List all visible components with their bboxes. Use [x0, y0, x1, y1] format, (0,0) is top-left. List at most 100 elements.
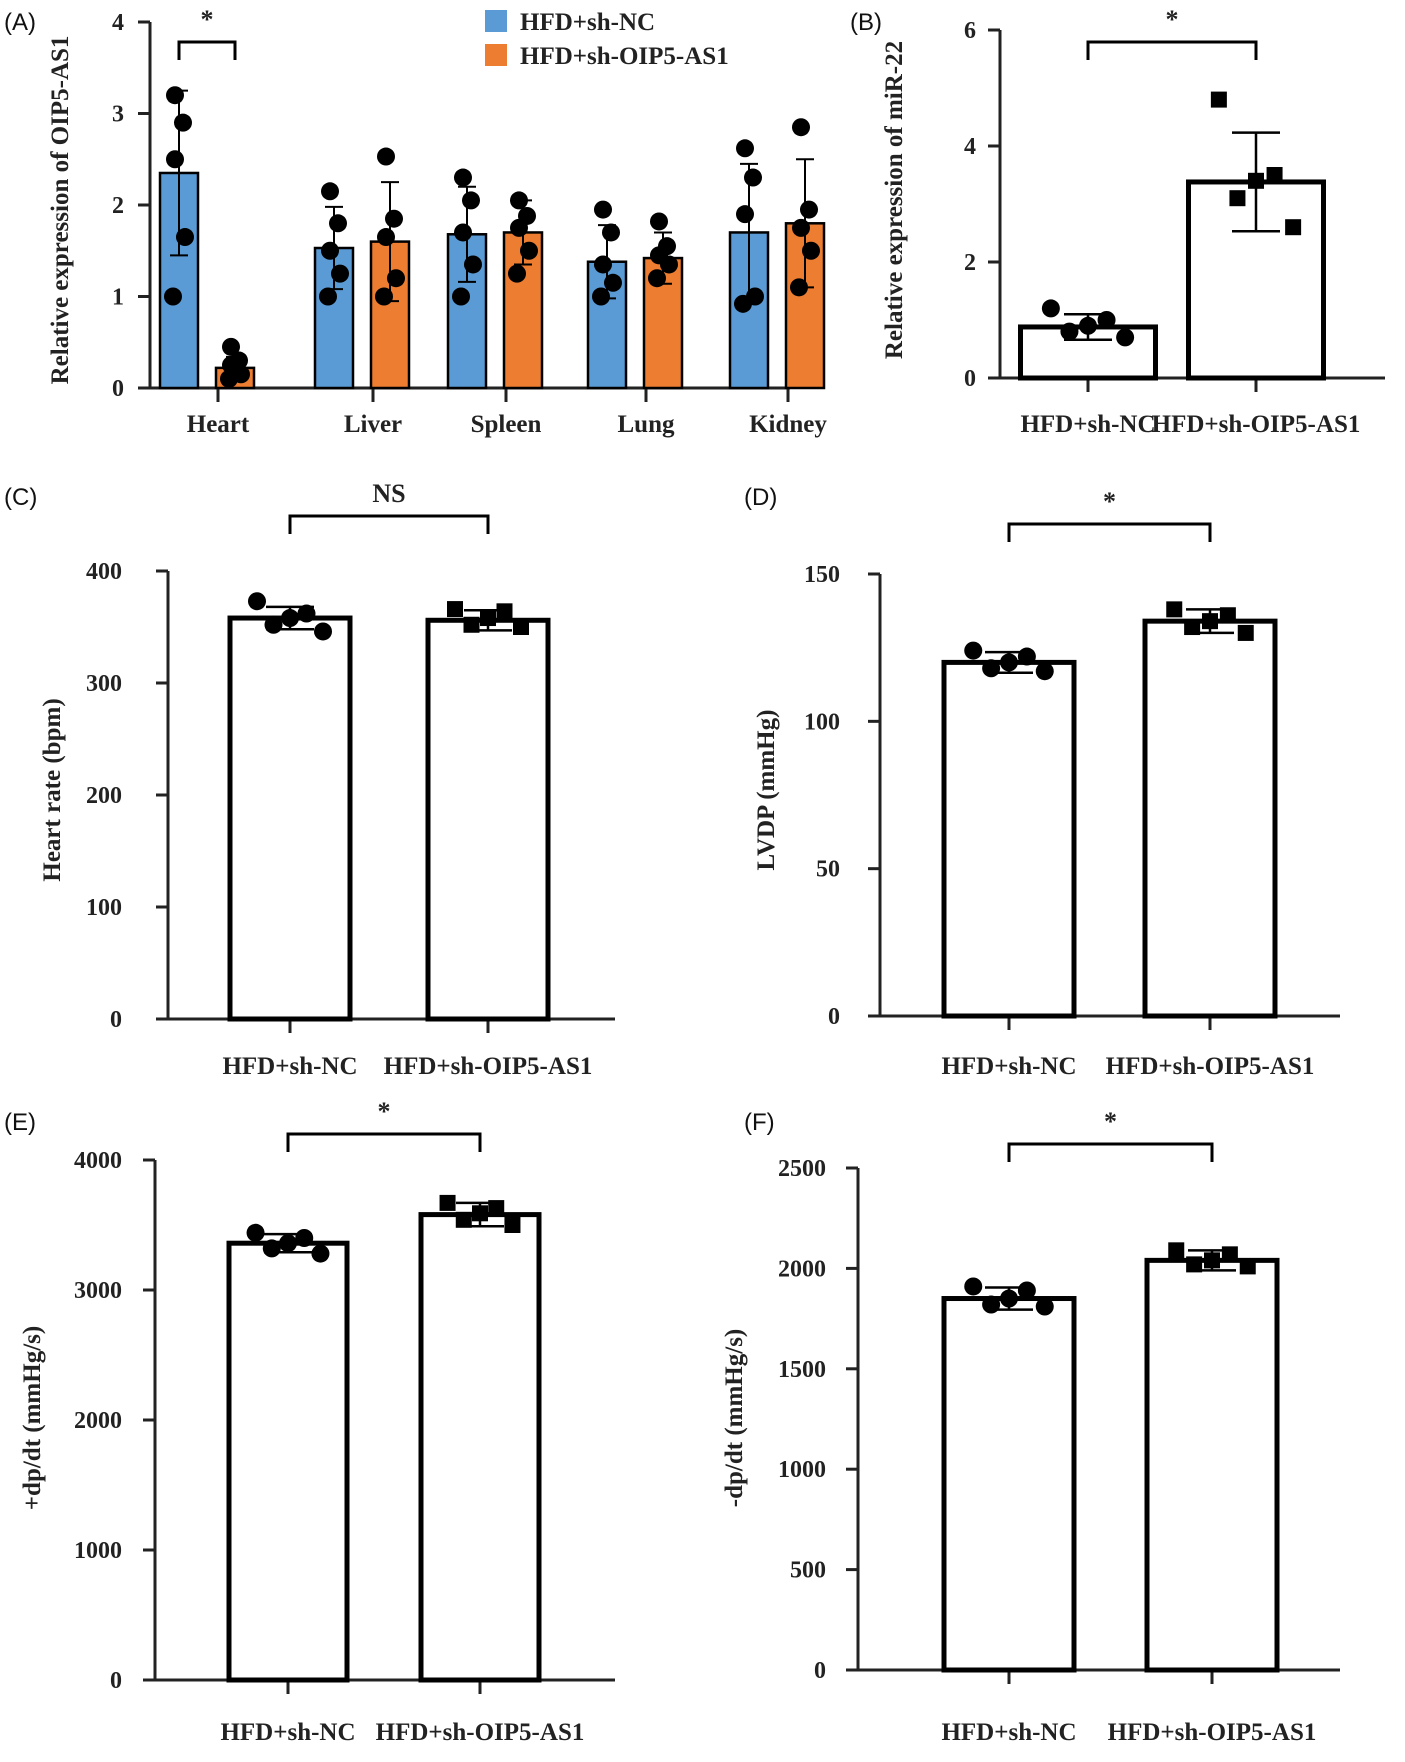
data-point: [246, 1223, 265, 1242]
data-point: [220, 369, 238, 388]
data-point: [792, 118, 810, 137]
panel-label: (D): [744, 484, 777, 511]
panel-3-bars: [941, 601, 1278, 1019]
y-axis-label: Relative expression of OIP5-AS1: [47, 36, 74, 385]
significance-bracket: [288, 514, 490, 534]
significance-label: *: [378, 1097, 391, 1126]
x-tick-label: Heart: [187, 411, 250, 438]
data-point: [1186, 1256, 1203, 1273]
data-point: [454, 223, 472, 242]
data-point: [660, 255, 678, 274]
data-point: [513, 619, 529, 635]
data-point: [1210, 91, 1227, 108]
x-tick-label: Spleen: [471, 411, 542, 438]
significance-label: *: [1166, 5, 1179, 34]
data-point: [592, 287, 610, 306]
data-point: [1168, 1242, 1185, 1259]
data-point: [174, 113, 192, 132]
y-tick-label: 4: [964, 134, 976, 160]
data-point: [1266, 167, 1283, 183]
data-point: [1079, 316, 1097, 335]
y-tick-label: 1000: [74, 1538, 122, 1564]
bar: [502, 231, 544, 390]
y-tick-label: 4000: [74, 1148, 122, 1174]
panel-label: (B): [850, 9, 882, 36]
data-point: [604, 273, 622, 292]
data-point: [1166, 601, 1183, 618]
data-point: [377, 147, 395, 166]
data-point: [279, 1234, 297, 1253]
y-tick-label: 6: [964, 18, 976, 44]
data-point: [281, 609, 299, 628]
data-point: [375, 287, 393, 306]
data-point: [1035, 662, 1054, 681]
significance-bracket: [286, 1132, 482, 1152]
significance-bracket: [1086, 40, 1258, 60]
y-tick-label: 3000: [74, 1278, 122, 1304]
data-point: [800, 200, 818, 219]
data-point: [982, 1295, 1001, 1314]
data-point: [447, 601, 463, 618]
y-tick-label: 300: [86, 671, 122, 697]
y-axis-label: +dp/dt (mmHg/s): [19, 1326, 46, 1510]
x-tick-label: Liver: [344, 411, 402, 438]
y-axis-label: Relative expression of miR-22: [881, 41, 908, 359]
panel-1-bars: [1018, 91, 1326, 381]
data-point: [1097, 311, 1116, 329]
data-point: [321, 182, 339, 201]
data-point: [1041, 299, 1060, 318]
data-point: [594, 200, 612, 219]
data-point: [1035, 1297, 1054, 1316]
y-tick-label: 1000: [778, 1457, 826, 1483]
significance-bracket: [1007, 1142, 1214, 1162]
data-point: [1248, 172, 1264, 189]
data-point: [1219, 607, 1236, 624]
significance-label: *: [1104, 1107, 1117, 1136]
data-point: [329, 214, 347, 233]
data-point: [1000, 1289, 1018, 1308]
panel-label: (E): [4, 1109, 36, 1136]
x-tick-label: HFD+sh-OIP5-AS1: [1108, 1719, 1317, 1746]
y-tick-label: 0: [814, 1658, 826, 1684]
data-point: [520, 241, 538, 260]
y-axis-label: LVDP (mmHg): [753, 710, 780, 871]
y-tick-label: 1500: [778, 1357, 826, 1383]
data-point: [452, 287, 470, 306]
panel-4-significance: *: [286, 1097, 482, 1152]
y-tick-label: 100: [804, 709, 840, 735]
data-point: [264, 615, 283, 634]
panel-label: (C): [4, 484, 37, 511]
y-tick-label: 1: [112, 285, 124, 311]
data-point: [508, 264, 526, 283]
significance-bracket: [1007, 522, 1212, 542]
panel-3-axes: 0 50 100 150 LVDP (mmHg) (D) HFD+sh-NC HFD+sh-O…: [744, 484, 1340, 1080]
data-point: [982, 659, 1001, 678]
y-tick-label: 2000: [74, 1408, 122, 1434]
y-tick-label: 400: [86, 559, 122, 585]
data-point: [1285, 219, 1302, 236]
bar: [227, 615, 353, 1022]
data-point: [462, 191, 480, 210]
data-point: [472, 1205, 488, 1222]
legend-swatch: [485, 10, 507, 32]
data-point: [1000, 653, 1018, 672]
data-point: [222, 337, 240, 356]
y-tick-label: 0: [110, 1668, 122, 1694]
data-point: [510, 218, 528, 237]
data-point: [314, 622, 332, 641]
x-tick-label: HFD+sh-NC: [1020, 411, 1155, 438]
panel-3-significance: *: [1007, 487, 1212, 542]
panel-0-axes: 0 1 2 3 4 Relative expression of OIP5-AS1 (A) H…: [4, 9, 827, 438]
data-point: [463, 616, 480, 633]
panel-1-axes: 0 2 4 6 Relative expression of miR-22 (B) HFD+…: [850, 9, 1385, 438]
panel-4-bars: [226, 1194, 542, 1683]
y-tick-label: 200: [86, 783, 122, 809]
y-axis-label: Heart rate (bpm): [39, 698, 66, 881]
data-point: [1017, 1281, 1036, 1300]
significance-label: *: [1103, 487, 1116, 516]
data-point: [1060, 322, 1079, 341]
data-point: [802, 241, 820, 260]
bar: [425, 617, 551, 1022]
y-tick-label: 2000: [778, 1256, 826, 1282]
